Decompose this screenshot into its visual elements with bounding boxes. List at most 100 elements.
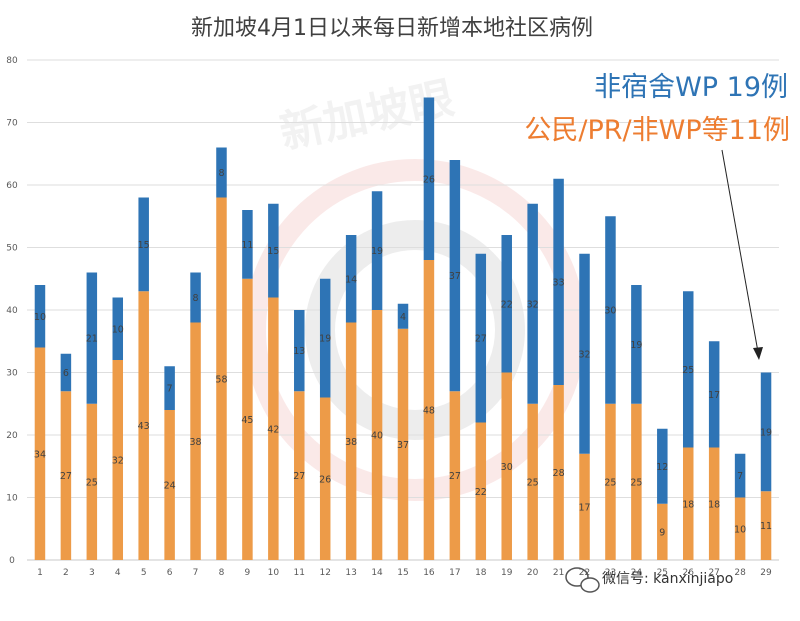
x-tick-label: 8 (219, 568, 225, 578)
data-label: 43 (138, 421, 150, 432)
data-label: 4 (400, 312, 406, 323)
data-label: 25 (630, 477, 642, 488)
data-label: 32 (112, 456, 124, 467)
x-tick-label: 29 (760, 568, 772, 578)
x-tick-label: 22 (579, 568, 590, 578)
x-tick-label: 7 (193, 568, 199, 578)
x-tick-label: 27 (708, 568, 719, 578)
data-label: 17 (578, 502, 590, 513)
wechat-watermark: 微信号: kanxinjiapo (565, 567, 733, 593)
y-tick-label: 0 (9, 556, 15, 566)
bar-segment-blue (60, 353, 72, 392)
bar-segment-blue (138, 197, 149, 292)
data-label: 32 (578, 349, 590, 360)
bar-segment-orange (371, 310, 383, 560)
data-label: 34 (34, 449, 46, 460)
bar-segment-blue (734, 453, 746, 498)
y-tick-label: 50 (6, 244, 18, 254)
data-label: 21 (86, 334, 98, 345)
data-label: 8 (193, 293, 199, 304)
data-label: 45 (241, 415, 253, 426)
bar-segment-blue (112, 297, 124, 360)
data-label: 7 (737, 471, 743, 482)
y-tick-label: 20 (6, 431, 18, 441)
bar-segment-blue (242, 210, 253, 279)
bar-segment-blue (164, 366, 175, 410)
bar-segment-blue (423, 97, 435, 260)
bar-segment-orange (216, 197, 227, 560)
x-tick-label: 3 (89, 568, 95, 578)
data-label: 27 (293, 471, 305, 482)
bar-segment-blue (34, 285, 46, 348)
data-label: 24 (164, 481, 176, 492)
x-tick-label: 13 (345, 568, 356, 578)
data-label: 15 (138, 240, 150, 251)
data-label: 19 (319, 334, 331, 345)
y-tick-label: 40 (6, 306, 18, 316)
bar-segment-orange (682, 447, 694, 560)
data-labels: 34 10 27 6 25 21 32 10 43 15 24 7 38 8 58 8 45 11 42 15 27 13… (34, 168, 772, 538)
data-label: 27 (475, 334, 487, 345)
x-tick-label: 14 (371, 568, 383, 578)
data-label: 13 (293, 346, 305, 357)
bar-segment-orange (553, 385, 564, 560)
data-label: 25 (527, 477, 539, 488)
data-label: 30 (604, 306, 616, 317)
y-tick-label: 80 (6, 56, 18, 66)
bar-segment-blue (397, 303, 409, 329)
data-label: 25 (604, 477, 616, 488)
x-tick-label: 12 (319, 568, 330, 578)
x-tick-label: 19 (501, 568, 513, 578)
data-label: 15 (267, 246, 279, 257)
data-label: 22 (475, 487, 487, 498)
bar-segment-orange (34, 347, 46, 560)
x-tick-label: 6 (167, 568, 173, 578)
x-tick-label: 9 (245, 568, 251, 578)
bar-segment-blue (216, 147, 227, 198)
data-label: 42 (267, 424, 279, 435)
bar-segment-orange (164, 410, 175, 560)
x-tick-label: 4 (115, 568, 121, 578)
x-tick-label: 23 (605, 568, 616, 578)
x-tick-label: 21 (553, 568, 564, 578)
bar-segment-blue (86, 272, 98, 404)
bar-segment-blue (475, 253, 487, 423)
data-label: 58 (215, 374, 227, 385)
x-tick-label: 24 (631, 568, 643, 578)
data-label: 11 (760, 521, 772, 532)
data-label: 37 (449, 271, 461, 282)
y-axis-ticks: 0 10 20 30 40 50 60 70 80 (6, 56, 18, 566)
data-label: 22 (501, 299, 513, 310)
annotation-arrow (721, 149, 763, 360)
data-label: 25 (86, 477, 98, 488)
bars (34, 97, 772, 560)
data-label: 28 (553, 468, 565, 479)
y-tick-label: 10 (6, 494, 18, 504)
bar-segment-orange (86, 403, 98, 560)
chart-title: 新加坡4月1日以来每日新增本地社区病例 (191, 16, 593, 41)
x-tick-label: 1 (37, 568, 43, 578)
bar-segment-blue (657, 428, 668, 504)
bar-segment-orange (294, 391, 305, 560)
bar-segment-blue (345, 235, 357, 323)
x-tick-label: 11 (294, 568, 305, 578)
bar-segment-orange (631, 403, 642, 560)
data-label: 10 (112, 324, 124, 335)
data-label: 17 (708, 390, 720, 401)
data-label: 12 (656, 462, 668, 473)
data-label: 10 (734, 524, 746, 535)
bar-segment-orange (760, 491, 772, 560)
bar-segment-blue (371, 191, 383, 310)
data-label: 10 (34, 312, 46, 323)
bar-segment-orange (319, 397, 331, 560)
data-label: 33 (553, 277, 565, 288)
bar-segment-orange (345, 322, 357, 560)
x-tick-label: 16 (423, 568, 435, 578)
bar-segment-orange (475, 422, 487, 560)
data-label: 19 (371, 246, 383, 257)
x-tick-label: 15 (397, 568, 408, 578)
bar-segment-orange (734, 497, 746, 560)
x-tick-label: 20 (527, 568, 539, 578)
